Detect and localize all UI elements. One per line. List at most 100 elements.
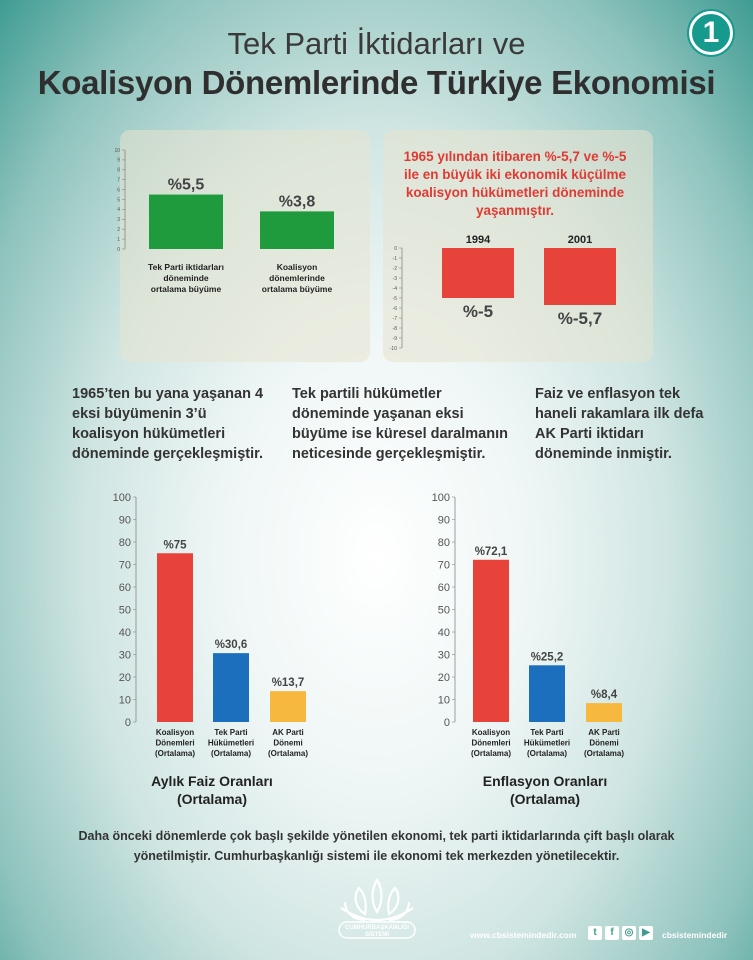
twitter-icon[interactable]: t <box>588 926 602 940</box>
y-tick-label: -5 <box>393 296 398 302</box>
instagram-icon[interactable]: ◎ <box>622 926 636 940</box>
data-label: %13,7 <box>272 677 305 689</box>
category-label: (Ortalama) <box>211 749 251 758</box>
bar <box>473 559 509 722</box>
category-label: Koalisyon <box>472 728 510 737</box>
chart-title: (Ortalama) <box>510 791 580 807</box>
y-tick-label: 2 <box>117 227 120 233</box>
y-tick-label: 70 <box>119 559 131 571</box>
logo-text-line-2: SİSTEMİ <box>364 932 389 938</box>
y-tick-label: 5 <box>117 197 120 203</box>
y-tick-label: 80 <box>119 537 131 549</box>
category-label: Koalisyon <box>156 728 194 737</box>
y-tick-label: 1 <box>117 237 120 243</box>
chart-title: Enflasyon Oranları <box>483 773 607 789</box>
y-tick-label: 9 <box>117 158 120 164</box>
y-tick-label: 30 <box>438 649 450 661</box>
bar <box>157 553 193 722</box>
y-tick-label: 50 <box>119 604 131 616</box>
title-line-1: Tek Parti İktidarları ve <box>227 26 526 61</box>
category-label: (Ortalama) <box>527 749 567 758</box>
data-label: %3,8 <box>279 193 316 210</box>
info-text-2: Tek partili hükümetler döneminde yaşanan… <box>292 386 508 462</box>
info-text-1: 1965’ten bu yana yaşanan 4 eksi büyümeni… <box>72 386 264 462</box>
bar <box>442 248 514 298</box>
y-tick-label: -4 <box>393 286 398 292</box>
y-tick-label: 0 <box>394 246 397 252</box>
category-label: AK Parti <box>272 728 304 737</box>
category-label: Dönemi <box>273 739 302 748</box>
y-tick-label: -1 <box>393 256 398 262</box>
category-label: (Ortalama) <box>584 749 624 758</box>
y-tick-label: 50 <box>438 604 450 616</box>
y-tick-label: -8 <box>393 326 398 332</box>
category-label: ortalama büyüme <box>262 284 333 294</box>
category-label: dönemlerinde <box>269 273 325 283</box>
category-label: Dönemleri <box>471 739 510 748</box>
category-label: AK Parti <box>588 728 620 737</box>
category-label: Tek Parti iktidarları <box>148 262 224 272</box>
bar <box>213 653 249 722</box>
bar <box>529 665 565 722</box>
bar <box>270 691 306 722</box>
y-tick-label: -9 <box>393 336 398 342</box>
data-label: %75 <box>163 539 187 551</box>
category-label: (Ortalama) <box>155 749 195 758</box>
category-label: Koalisyon <box>277 262 318 272</box>
y-tick-label: 10 <box>119 694 131 706</box>
y-tick-label: 90 <box>119 514 131 526</box>
y-tick-label: 40 <box>438 627 450 639</box>
y-tick-label: 80 <box>438 537 450 549</box>
info-text-3: Faiz ve enflasyon tek haneli rakamlara i… <box>535 386 704 462</box>
y-tick-label: 100 <box>113 492 131 504</box>
y-tick-label: -7 <box>393 316 398 322</box>
cb-system-logo <box>338 877 416 939</box>
y-tick-label: 30 <box>119 649 131 661</box>
y-tick-label: 0 <box>125 717 131 729</box>
data-label: %72,1 <box>475 546 508 558</box>
category-label: ortalama büyüme <box>151 284 222 294</box>
bar <box>149 194 223 249</box>
y-tick-label: 60 <box>438 582 450 594</box>
category-label: döneminde <box>163 273 209 283</box>
social-handle[interactable]: cbsistemindedir <box>662 930 728 940</box>
y-tick-label: -3 <box>393 276 398 282</box>
chart-title: Aylık Faiz Oranları <box>151 773 273 789</box>
y-tick-label: 7 <box>117 177 120 183</box>
youtube-icon[interactable]: ▶ <box>639 926 653 940</box>
y-tick-label: -2 <box>393 266 398 272</box>
facebook-icon[interactable]: f <box>605 926 619 940</box>
y-tick-label: 4 <box>117 207 120 213</box>
category-label: Tek Parti <box>214 728 247 737</box>
y-tick-label: 10 <box>114 148 120 154</box>
logo-text: CUMHURBAŞKANLIĞI SİSTEMİ <box>337 925 417 939</box>
contraction-note: 1965 yılından itibaren %-5,7 ve %-5 ile … <box>403 149 627 218</box>
contraction-panel <box>383 130 653 362</box>
y-tick-label: 3 <box>117 217 120 223</box>
category-label: Dönemleri <box>155 739 194 748</box>
y-tick-label: -6 <box>393 306 398 312</box>
bar <box>544 248 616 305</box>
y-tick-label: 20 <box>438 672 450 684</box>
footer-text: Daha önceki dönemlerde çok başlı şekilde… <box>78 829 675 863</box>
category-label: Hükümetleri <box>524 739 570 748</box>
logo-text-line-1: CUMHURBAŞKANLIĞI <box>345 925 409 931</box>
y-tick-label: -10 <box>390 346 397 352</box>
website-link[interactable]: www.cbsistemindedir.com <box>470 930 577 940</box>
category-label: Hükümetleri <box>208 739 254 748</box>
number-badge: 1 <box>689 11 733 55</box>
data-label: %-5 <box>463 302 493 321</box>
category-label: (Ortalama) <box>268 749 308 758</box>
y-tick-label: 10 <box>438 694 450 706</box>
data-label: %25,2 <box>531 651 564 663</box>
data-label: %-5,7 <box>558 309 602 328</box>
category-label: Tek Parti <box>530 728 563 737</box>
y-tick-label: 8 <box>117 168 120 174</box>
y-tick-label: 70 <box>438 559 450 571</box>
y-tick-label: 0 <box>444 717 450 729</box>
chart-title: (Ortalama) <box>177 791 247 807</box>
